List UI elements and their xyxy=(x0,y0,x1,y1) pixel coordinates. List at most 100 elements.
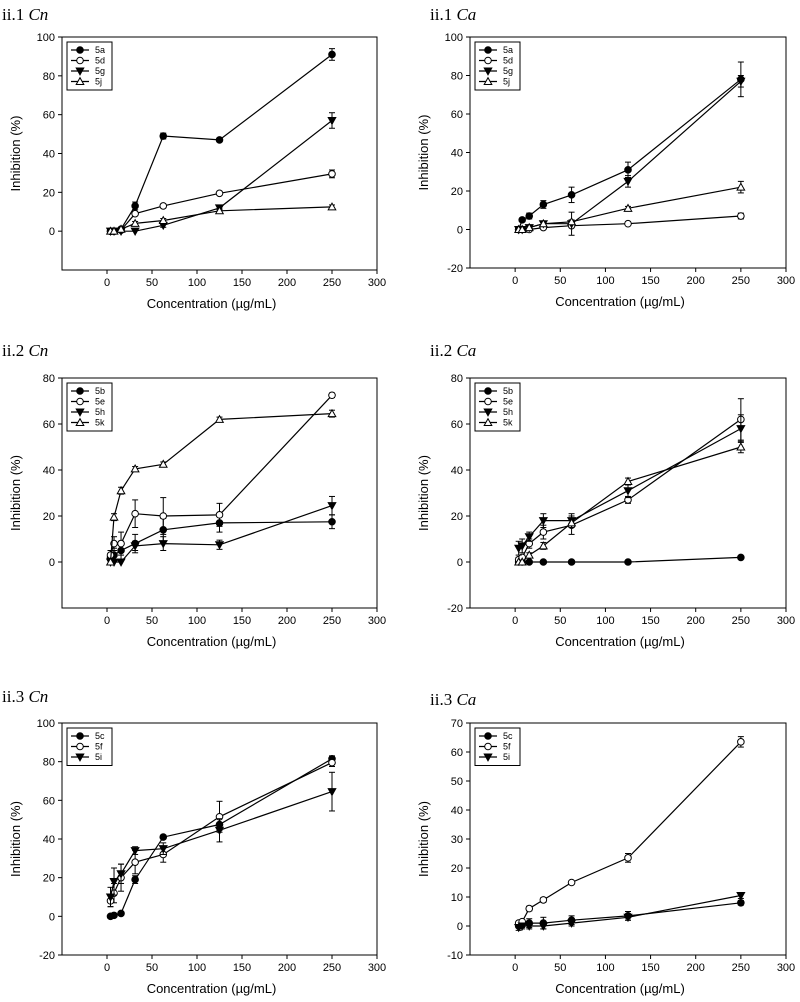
data-point-5i xyxy=(130,847,140,856)
y-tick-label: 50 xyxy=(451,776,463,788)
y-axis-title: Inhibition (%) xyxy=(416,115,431,191)
panel-title-prefix: ii.2 xyxy=(2,341,28,360)
y-tick-label: 0 xyxy=(49,226,55,238)
data-point-5c xyxy=(737,899,745,907)
legend-box xyxy=(66,382,113,432)
data-point-5c xyxy=(117,909,125,918)
chart-panel-2: ii.1 Ca 0 50 100 150 200 250 300 -20 0 20 40 60 80 100… xyxy=(416,5,795,309)
data-point-5j xyxy=(109,226,119,235)
x-tick-label: 50 xyxy=(146,277,158,289)
x-tick-label: 300 xyxy=(777,275,795,287)
x-tick-label: 0 xyxy=(512,615,518,627)
y-tick-label: 0 xyxy=(457,557,463,569)
data-point-5f xyxy=(328,758,336,767)
panel-title: ii.3 Cn xyxy=(2,687,48,706)
legend-marker-5i xyxy=(483,753,493,762)
legend-marker-5k xyxy=(75,417,85,426)
data-point-5c xyxy=(131,875,139,884)
legend-marker-5g xyxy=(483,67,493,76)
data-point-5j xyxy=(623,203,633,212)
data-point-5i xyxy=(623,913,633,923)
data-point-5e xyxy=(215,511,224,519)
data-point-5h xyxy=(158,540,168,549)
y-tick-label: 20 xyxy=(451,511,463,523)
data-point-5a xyxy=(131,202,139,210)
legend-marker-5h xyxy=(75,408,85,417)
legend-marker-5k xyxy=(483,417,493,426)
data-point-5a xyxy=(215,136,224,144)
y-tick-label: 80 xyxy=(43,71,55,83)
data-point-5e xyxy=(117,539,125,548)
x-tick-label: 250 xyxy=(732,275,750,287)
data-point-5e xyxy=(328,391,336,400)
data-point-5i xyxy=(214,826,225,836)
legend-label-5i: 5i xyxy=(503,752,510,762)
y-tick-label: -20 xyxy=(39,950,55,962)
legend-marker-5h xyxy=(483,408,493,417)
series-5g xyxy=(105,112,337,236)
y-tick-label: 60 xyxy=(451,109,463,121)
legend-box xyxy=(474,41,521,91)
data-point-5d xyxy=(624,219,632,228)
data-point-5e xyxy=(131,509,139,518)
data-point-5d xyxy=(215,189,224,198)
y-axis-title: Inhibition (%) xyxy=(8,116,23,192)
x-tick-label: 150 xyxy=(233,962,251,974)
y-tick-label: 0 xyxy=(49,557,55,569)
x-tick-label: 250 xyxy=(732,962,750,974)
legend-marker-5a xyxy=(484,46,492,54)
y-tick-label: -10 xyxy=(447,950,463,962)
data-point-5e xyxy=(539,528,548,536)
data-point-5j xyxy=(116,224,126,233)
data-point-5j xyxy=(538,218,549,228)
panel-title-prefix: ii.2 xyxy=(430,341,456,360)
y-tick-label: 100 xyxy=(37,32,55,44)
plot-frame xyxy=(61,377,378,609)
legend-box xyxy=(66,41,113,91)
data-point-5g xyxy=(736,77,746,87)
x-tick-label: 150 xyxy=(641,275,659,287)
x-tick-label: 100 xyxy=(188,962,206,974)
data-point-5a xyxy=(525,212,534,220)
panel-title-organism: Ca xyxy=(456,5,476,24)
x-tick-label: 200 xyxy=(278,962,296,974)
panel-title-prefix: ii.3 xyxy=(430,690,456,709)
legend-label-5h: 5h xyxy=(503,407,513,417)
data-point-5h xyxy=(116,558,126,567)
x-tick-label: 100 xyxy=(596,962,614,974)
y-tick-label: 40 xyxy=(43,465,55,477)
y-axis-title: Inhibition (%) xyxy=(416,455,431,531)
y-tick-label: 20 xyxy=(451,186,463,198)
data-point-5j xyxy=(736,182,746,191)
y-tick-label: 40 xyxy=(451,805,463,817)
legend-marker-5d xyxy=(484,56,492,65)
legend-label-5e: 5e xyxy=(95,397,105,407)
data-point-5b xyxy=(539,558,548,566)
x-tick-label: 50 xyxy=(554,275,566,287)
data-point-5f xyxy=(131,858,139,867)
x-tick-label: 300 xyxy=(777,962,795,974)
legend-marker-5j xyxy=(483,76,493,85)
y-tick-label: 80 xyxy=(43,373,55,385)
legend-label-5g: 5g xyxy=(503,66,513,76)
y-tick-label: 80 xyxy=(43,757,55,769)
data-point-5e xyxy=(159,512,168,520)
data-point-5k xyxy=(517,557,527,566)
x-tick-label: 0 xyxy=(104,962,110,974)
data-point-5h xyxy=(130,542,140,551)
data-point-5i xyxy=(109,878,119,887)
x-axis-title: Concentration (µg/mL) xyxy=(147,634,277,649)
series-5k xyxy=(514,440,746,566)
y-tick-label: 60 xyxy=(451,419,463,431)
series-5i xyxy=(105,771,337,908)
data-point-5j xyxy=(214,205,225,215)
panel-title: ii.1 Ca xyxy=(430,5,476,24)
panel-title-prefix: ii.1 xyxy=(430,5,456,24)
data-point-5j xyxy=(130,218,140,227)
data-point-5a xyxy=(567,191,576,199)
data-point-5k xyxy=(524,550,534,559)
panel-title-organism: Cn xyxy=(28,687,48,706)
y-tick-label: 100 xyxy=(445,32,463,44)
data-point-5h xyxy=(524,533,534,542)
legend-label-5j: 5j xyxy=(503,77,510,87)
